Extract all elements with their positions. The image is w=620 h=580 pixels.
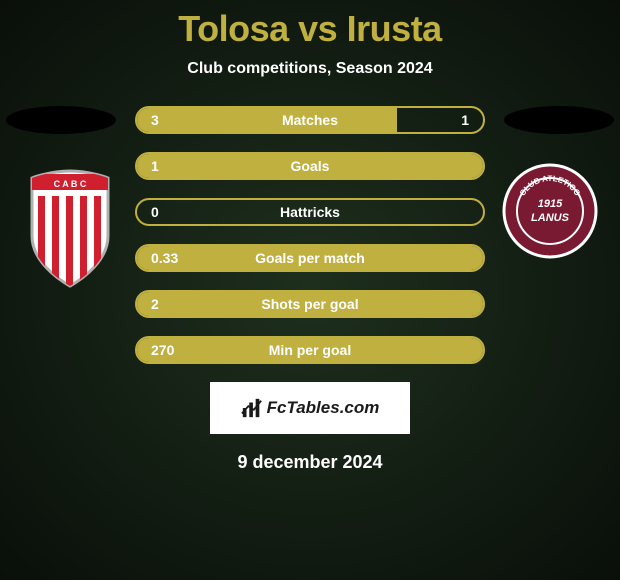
player-shadow-left xyxy=(6,106,116,134)
player-shadow-right xyxy=(504,106,614,134)
infographic-root: Tolosa vs Irusta Club competitions, Seas… xyxy=(0,0,620,580)
page-subtitle: Club competitions, Season 2024 xyxy=(187,60,432,78)
stat-bar: 270Min per goal xyxy=(135,336,485,364)
stat-label: Hattricks xyxy=(137,204,483,220)
stat-label: Shots per goal xyxy=(137,296,483,312)
bar-chart-icon xyxy=(241,397,263,419)
stat-label: Min per goal xyxy=(137,342,483,358)
brand-box: FcTables.com xyxy=(210,382,410,434)
stat-label: Goals per match xyxy=(137,250,483,266)
club-badge-right: CLUB ATLETICO 1915 LANUS xyxy=(500,161,600,261)
stat-bar: 2Shots per goal xyxy=(135,290,485,318)
stat-right-value: 1 xyxy=(461,112,469,128)
stat-bars: 3Matches11Goals0Hattricks0.33Goals per m… xyxy=(135,106,485,364)
brand-text: FcTables.com xyxy=(267,398,380,418)
club-badge-left: C A B C xyxy=(20,166,120,291)
badge-center-text-1: 1915 xyxy=(538,198,563,210)
badge-center-text-2: LANUS xyxy=(531,212,570,224)
stat-bar: 0Hattricks xyxy=(135,198,485,226)
comparison-section: C A B C CLUB ATLETICO 1915 LANUS 3Matche… xyxy=(0,106,620,364)
page-title: Tolosa vs Irusta xyxy=(178,8,441,50)
stat-bar: 0.33Goals per match xyxy=(135,244,485,272)
shield-top-text: C A B C xyxy=(54,179,87,189)
stat-label: Matches xyxy=(137,112,483,128)
stat-bar: 3Matches1 xyxy=(135,106,485,134)
date-text: 9 december 2024 xyxy=(237,452,382,473)
stat-label: Goals xyxy=(137,158,483,174)
stat-bar: 1Goals xyxy=(135,152,485,180)
